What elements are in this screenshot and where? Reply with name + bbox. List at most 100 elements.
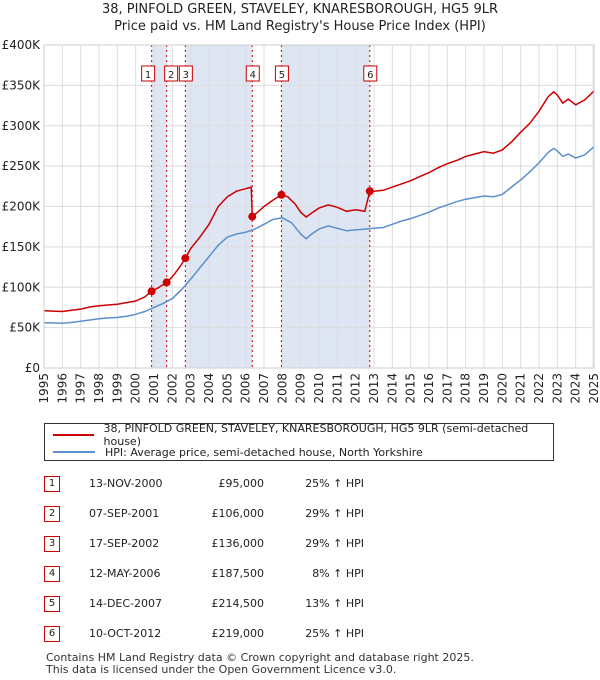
sale-point (365, 187, 374, 196)
legend-item-property: 38, PINFOLD GREEN, STAVELEY, KNARESBOROU… (53, 422, 553, 448)
legend-label-property: 38, PINFOLD GREEN, STAVELEY, KNARESBOROU… (103, 422, 529, 448)
sale-price: £95,000 (218, 477, 265, 490)
sale-marker-label: 2 (168, 70, 174, 81)
table-row: 2 07-SEP-2001 £106,000 29% ↑ HPI (44, 506, 564, 523)
x-tick-label: 2025 (587, 373, 600, 404)
sale-price: £219,000 (211, 627, 265, 640)
sale-marker-box (178, 65, 193, 82)
sale-marker-label: 6 (367, 70, 373, 81)
sale-hpi-change: 25% ↑ HPI (305, 477, 364, 490)
y-tick-label: £0 (25, 361, 40, 375)
y-tick-label: £50K (9, 321, 41, 335)
sale-price: £106,000 (211, 507, 265, 520)
x-tick-label: 2017 (440, 373, 454, 404)
table-row: 5 14-DEC-2007 £214,500 13% ↑ HPI (44, 596, 564, 613)
sale-point (181, 254, 190, 263)
sale-date: 13-NOV-2000 (89, 477, 163, 490)
footer-licence: This data is licensed under the Open Gov… (46, 663, 397, 676)
sale-marker-box (164, 65, 179, 82)
x-tick-label: 2007 (257, 373, 271, 404)
x-tick-label: 2015 (404, 373, 418, 404)
sale-number-badge: 1 (44, 476, 60, 492)
x-tick-label: 2006 (239, 373, 253, 404)
sale-point (147, 287, 156, 296)
sale-marker-box (245, 65, 260, 82)
sale-price: £136,000 (211, 537, 265, 550)
sale-hpi-change: 29% ↑ HPI (305, 537, 364, 550)
sale-marker-box (141, 65, 156, 82)
x-tick-label: 2000 (129, 373, 143, 404)
x-tick-label: 2022 (532, 373, 546, 404)
x-tick-label: 2002 (165, 373, 179, 404)
sale-point (277, 190, 286, 199)
legend-swatch-property (53, 434, 94, 436)
y-tick-label: £250K (2, 159, 42, 173)
x-tick-label: 2012 (349, 373, 363, 404)
x-tick-label: 1999 (110, 373, 124, 404)
sale-marker-label: 4 (250, 70, 256, 81)
x-tick-label: 1995 (37, 373, 51, 404)
legend-item-hpi: HPI: Average price, semi-detached house,… (53, 444, 423, 460)
sale-date: 07-SEP-2001 (89, 507, 160, 520)
sale-number-badge: 3 (44, 536, 60, 552)
x-tick-label: 1996 (55, 373, 69, 404)
sale-date: 17-SEP-2002 (89, 537, 160, 550)
sale-marker-label: 5 (279, 70, 285, 81)
sale-point (162, 278, 171, 287)
table-row: 6 10-OCT-2012 £219,000 25% ↑ HPI (44, 626, 564, 643)
sale-date: 12-MAY-2006 (89, 567, 161, 580)
y-tick-label: £150K (2, 240, 42, 254)
sale-number-badge: 6 (44, 626, 60, 642)
table-row: 1 13-NOV-2000 £95,000 25% ↑ HPI (44, 476, 564, 493)
sale-price: £187,500 (211, 567, 265, 580)
x-tick-label: 2001 (147, 373, 161, 404)
sale-number-badge: 5 (44, 596, 60, 612)
legend-label-hpi: HPI: Average price, semi-detached house,… (105, 445, 423, 459)
x-tick-label: 2011 (330, 373, 344, 404)
sale-hpi-change: 29% ↑ HPI (305, 507, 364, 520)
x-tick-label: 2018 (459, 373, 473, 404)
sale-price: £214,500 (211, 597, 265, 610)
x-tick-label: 2016 (422, 373, 436, 404)
chart-legend: 38, PINFOLD GREEN, STAVELEY, KNARESBOROU… (44, 422, 554, 461)
sale-hpi-change: 8% ↑ HPI (312, 567, 364, 580)
x-tick-label: 2003 (184, 373, 198, 404)
x-tick-label: 2014 (385, 373, 399, 404)
sale-marker-box (274, 65, 289, 82)
x-tick-label: 2021 (514, 373, 528, 404)
x-tick-label: 2010 (312, 373, 326, 404)
x-tick-label: 1997 (74, 373, 88, 404)
sale-marker-label: 3 (183, 70, 189, 81)
table-row: 3 17-SEP-2002 £136,000 29% ↑ HPI (44, 536, 564, 553)
x-tick-label: 2019 (477, 373, 491, 404)
footer-copyright: Contains HM Land Registry data © Crown c… (46, 651, 474, 664)
y-tick-label: £300K (2, 119, 42, 133)
sale-hpi-change: 25% ↑ HPI (305, 627, 364, 640)
sale-marker-label: 1 (145, 70, 151, 81)
x-tick-label: 2013 (367, 373, 381, 404)
x-tick-label: 2009 (294, 373, 308, 404)
sale-marker-box (363, 65, 378, 82)
sale-number-badge: 4 (44, 566, 60, 582)
sale-point (248, 212, 257, 221)
chart-title: 38, PINFOLD GREEN, STAVELEY, KNARESBOROU… (101, 2, 499, 17)
x-tick-label: 2020 (495, 373, 509, 404)
x-tick-label: 1998 (92, 373, 106, 404)
x-tick-label: 2024 (569, 373, 583, 404)
y-tick-label: £350K (2, 78, 42, 92)
sale-number-badge: 2 (44, 506, 60, 522)
chart-subtitle: Price paid vs. HM Land Registry's House … (114, 19, 486, 34)
sale-hpi-change: 13% ↑ HPI (305, 597, 364, 610)
y-tick-label: £400K (2, 38, 42, 52)
x-tick-label: 2008 (275, 373, 289, 404)
x-tick-label: 2004 (202, 373, 216, 404)
table-row: 4 12-MAY-2006 £187,500 8% ↑ HPI (44, 566, 564, 583)
series-line-property (43, 90, 595, 313)
x-tick-label: 2005 (220, 373, 234, 404)
legend-swatch-hpi (53, 451, 95, 453)
y-tick-label: £200K (2, 200, 42, 214)
y-tick-label: £100K (2, 280, 42, 294)
sale-date: 14-DEC-2007 (89, 597, 163, 610)
plot-frame (43, 44, 595, 369)
